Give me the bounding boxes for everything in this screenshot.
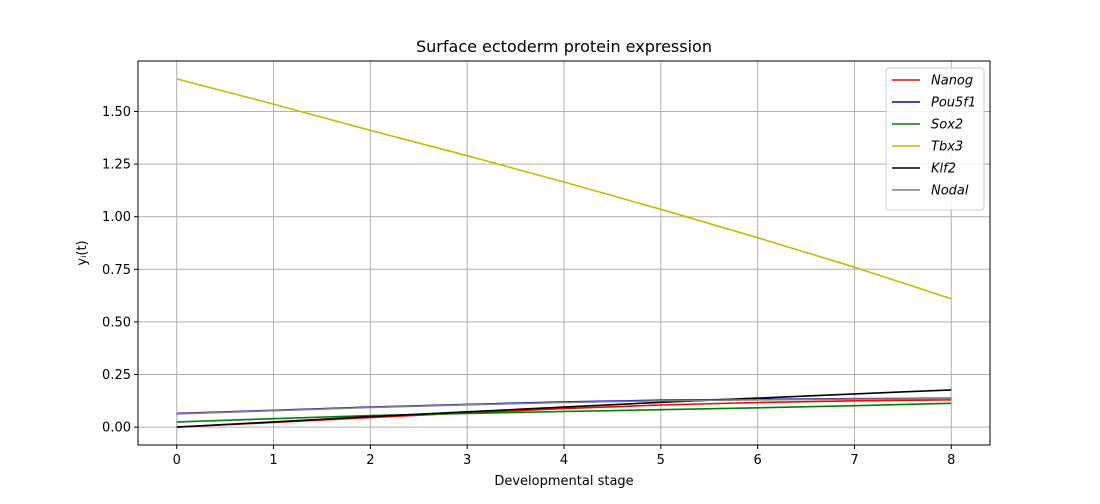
x-axis-label: Developmental stage	[494, 474, 633, 489]
legend-label-pou5f1: Pou5f1	[931, 96, 976, 111]
x-tick-label: 7	[850, 453, 858, 468]
x-tick-label: 1	[269, 453, 277, 468]
y-tick-label: 0.25	[102, 368, 131, 383]
x-tick-label: 0	[173, 453, 181, 468]
legend: Nanog Pou5f1 Sox2 Tbx3 Klf2 Nodal	[885, 67, 985, 211]
series-lines	[176, 78, 952, 428]
y-tick-label: 1.50	[102, 105, 131, 120]
y-tick-label: 1.00	[102, 210, 131, 225]
legend-label-klf2: Klf2	[931, 162, 956, 177]
legend-label-nodal: Nodal	[931, 184, 969, 199]
x-tick-label: 4	[560, 453, 568, 468]
legend-label-tbx3: Tbx3	[931, 140, 963, 155]
series-line-sox2	[176, 402, 952, 423]
legend-label-sox2: Sox2	[931, 118, 963, 133]
y-tick-label: 0.50	[102, 315, 131, 330]
y-tick-label: 0.00	[102, 421, 131, 436]
series-line-nodal	[176, 397, 952, 415]
legend-label-nanog: Nanog	[931, 74, 973, 89]
x-tick-label: 2	[366, 453, 374, 468]
y-axis-label: yᵢ(t)	[75, 240, 90, 265]
axis-ticks: 0 1 2 3 4 5 6 7 8 0.00 0.25 0.50 0.75 1.00 1.25 1.50	[102, 105, 955, 468]
x-tick-label: 8	[947, 453, 955, 468]
x-tick-label: 3	[463, 453, 471, 468]
x-tick-label: 5	[657, 453, 665, 468]
x-tick-label: 6	[753, 453, 761, 468]
legend-box	[885, 67, 985, 211]
grid	[138, 61, 990, 445]
series-line-klf2	[176, 389, 952, 428]
y-tick-label: 1.25	[102, 158, 131, 173]
series-line-tbx3	[176, 78, 952, 300]
chart-title: Surface ectoderm protein expression	[416, 37, 712, 56]
y-tick-label: 0.75	[102, 263, 131, 278]
